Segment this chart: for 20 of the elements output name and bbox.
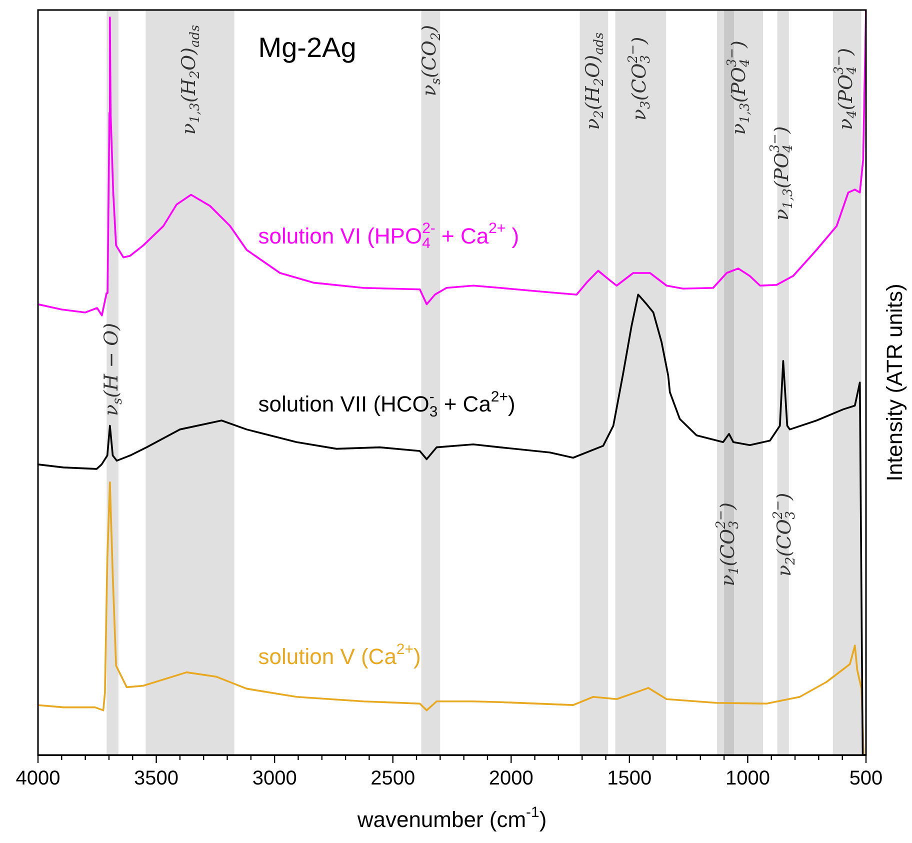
band-label: ν2(H2O)ads xyxy=(582,32,607,130)
band-label: ν4(PO43−) xyxy=(832,48,860,130)
x-tick-label: 2500 xyxy=(370,768,416,790)
x-tick-label: 3000 xyxy=(252,768,297,790)
text: Mg-2Ag xyxy=(258,32,356,64)
x-tick-label: 1500 xyxy=(607,768,652,790)
band-label: νs(CO2) xyxy=(418,24,444,96)
x-tick-label: 2000 xyxy=(488,768,534,790)
x-tick-label: 500 xyxy=(849,768,883,790)
x-tick-label: 4000 xyxy=(16,768,60,790)
band-label: ν1,3(PO43−) xyxy=(768,126,796,221)
band-label: ν1,3(PO43−) xyxy=(725,40,754,135)
band-label: νs(H − O) xyxy=(100,322,126,416)
band-label: ν1,3(H2O)ads xyxy=(178,24,204,135)
x-tick-label: 1000 xyxy=(725,768,770,790)
y-axis-title: Intensity (ATR units) xyxy=(882,284,908,482)
x-tick-label: 3500 xyxy=(134,768,179,790)
band-label: ν3(CO32−) xyxy=(626,36,654,121)
annotation: ν2(CO32−) xyxy=(770,492,799,577)
band-label: ν1(CO32−) xyxy=(714,502,742,586)
